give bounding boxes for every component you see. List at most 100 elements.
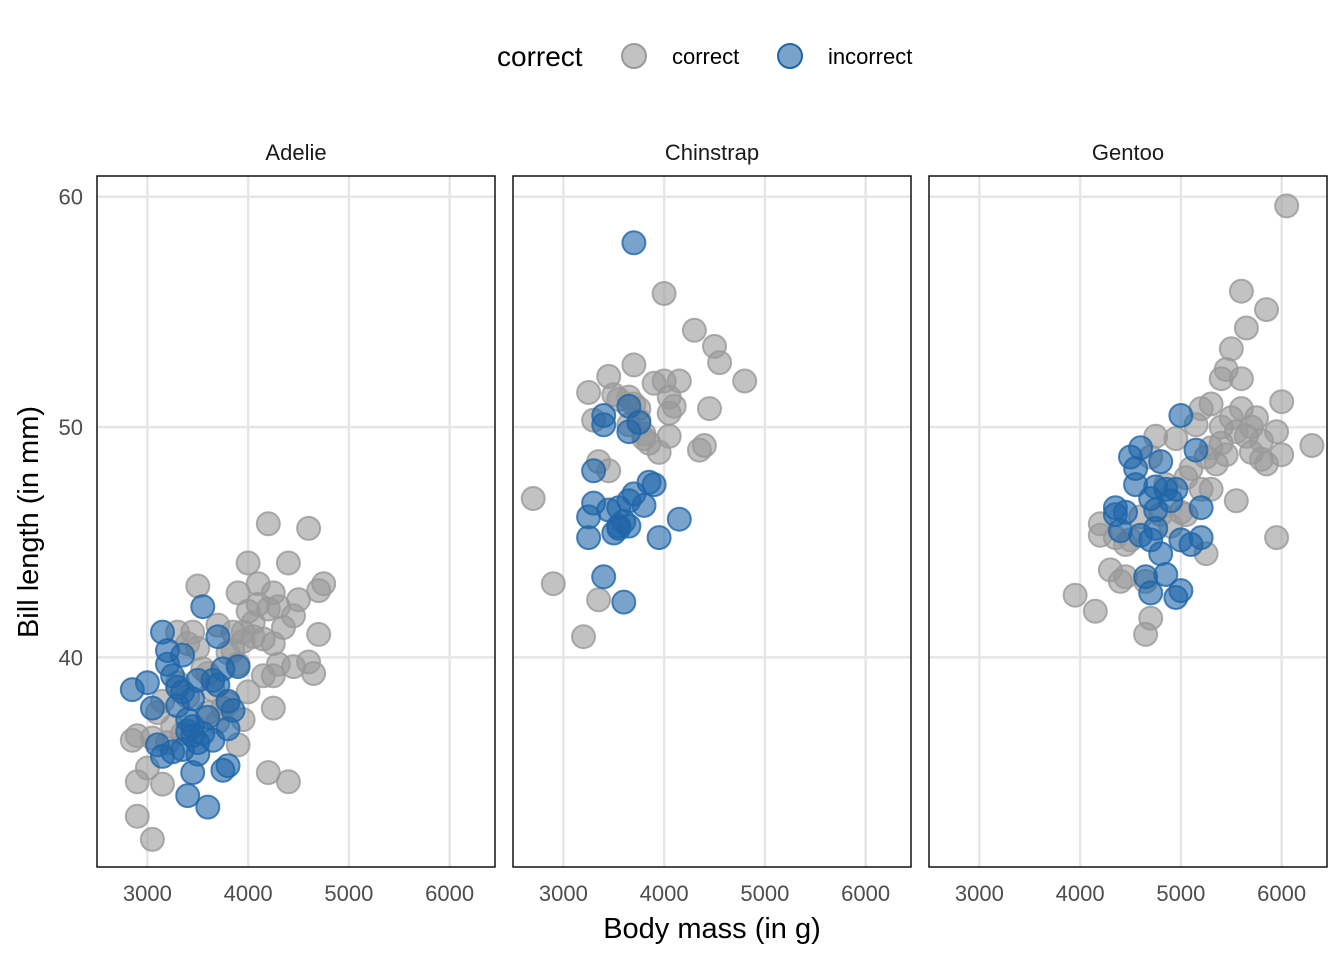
data-point-incorrect xyxy=(1163,476,1189,502)
data-point-incorrect xyxy=(205,624,231,650)
data-point-correct xyxy=(1269,389,1295,415)
data-point-correct xyxy=(139,826,165,852)
data-point-incorrect xyxy=(1168,403,1194,428)
data-point-correct xyxy=(1062,582,1088,608)
data-point-correct xyxy=(1163,426,1189,452)
data-point-incorrect xyxy=(1138,580,1164,606)
data-point-incorrect xyxy=(1113,499,1138,525)
data-point-correct xyxy=(255,760,281,786)
data-point-incorrect xyxy=(170,679,196,705)
data-point-correct xyxy=(260,695,286,721)
legend-key-incorrect xyxy=(777,43,803,69)
facet-panel-adelie: Adelie 3000 4000 5000 6000 40 50 60 xyxy=(59,140,496,906)
data-point-incorrect xyxy=(581,458,607,484)
data-point-correct xyxy=(311,571,337,597)
data-point-correct xyxy=(707,350,733,376)
data-point-incorrect xyxy=(225,654,251,680)
x-tick-label: 4000 xyxy=(224,881,273,906)
data-point-correct xyxy=(306,621,332,647)
panel-border xyxy=(96,175,496,868)
data-point-correct xyxy=(1218,336,1244,362)
y-tick-label: 40 xyxy=(59,645,83,670)
data-point-correct xyxy=(1233,315,1259,341)
data-point-incorrect xyxy=(621,230,647,256)
data-point-correct xyxy=(576,380,602,405)
data-point-incorrect xyxy=(190,594,216,620)
data-point-correct xyxy=(255,596,281,622)
data-point-correct xyxy=(1274,193,1300,219)
data-point-correct xyxy=(732,368,758,394)
data-point-correct xyxy=(1198,391,1224,417)
data-point-incorrect xyxy=(1168,578,1194,604)
legend: correct correct incorrect xyxy=(497,41,912,72)
data-point-correct xyxy=(1082,598,1108,624)
data-point-correct xyxy=(520,486,546,511)
data-point-correct xyxy=(1299,433,1325,458)
data-point-incorrect xyxy=(631,492,657,518)
data-point-correct xyxy=(697,396,722,422)
y-axis-title: Bill length (in mm) xyxy=(13,406,45,638)
data-point-incorrect xyxy=(1153,562,1179,587)
x-tick-label: 5000 xyxy=(1156,881,1205,906)
x-tick-label: 3000 xyxy=(123,881,172,906)
data-point-correct xyxy=(651,368,677,394)
legend-label-incorrect: incorrect xyxy=(828,44,912,69)
x-axis-title: Body mass (in g) xyxy=(603,913,821,945)
data-point-incorrect xyxy=(666,506,692,532)
data-point-correct xyxy=(301,661,327,686)
x-tick-label: 6000 xyxy=(841,881,890,906)
data-point-correct xyxy=(681,317,707,343)
data-point-correct xyxy=(1264,525,1290,551)
data-point-correct xyxy=(296,515,322,541)
data-point-incorrect xyxy=(1148,449,1174,475)
data-point-correct xyxy=(621,352,647,378)
x-tick-label: 6000 xyxy=(425,881,474,906)
data-point-correct xyxy=(275,550,301,576)
data-point-incorrect xyxy=(646,525,672,551)
data-point-correct xyxy=(1228,366,1254,392)
data-point-incorrect xyxy=(195,794,221,820)
x-tick-label: 4000 xyxy=(1056,881,1105,906)
legend-key-correct xyxy=(621,43,647,69)
data-point-correct xyxy=(656,423,682,449)
facet-panel-gentoo: Gentoo 3000 4000 5000 6000 xyxy=(928,140,1328,906)
data-point-correct xyxy=(185,573,211,599)
data-point-incorrect xyxy=(215,753,241,779)
data-point-incorrect xyxy=(1128,435,1154,461)
data-point-correct xyxy=(1269,442,1295,468)
legend-title: correct xyxy=(497,41,583,72)
data-point-correct xyxy=(1223,488,1249,514)
data-point-correct xyxy=(1244,405,1269,431)
x-tick-label: 3000 xyxy=(539,881,588,906)
facet-label-chinstrap: Chinstrap xyxy=(665,140,759,165)
data-point-correct xyxy=(661,393,687,419)
data-point-correct xyxy=(275,769,301,795)
data-point-correct xyxy=(1238,439,1264,465)
data-point-incorrect xyxy=(139,695,165,721)
data-point-incorrect xyxy=(591,564,617,590)
facet-label-gentoo: Gentoo xyxy=(1092,140,1164,165)
data-point-correct xyxy=(571,624,596,650)
data-point-correct xyxy=(150,771,175,797)
data-point-correct xyxy=(1228,278,1254,304)
facet-label-adelie: Adelie xyxy=(265,140,326,165)
y-tick-label: 50 xyxy=(59,415,83,440)
data-point-correct xyxy=(651,281,677,306)
data-point-incorrect xyxy=(1183,437,1209,463)
data-point-incorrect xyxy=(180,714,206,739)
facet-panels: Adelie 3000 4000 5000 6000 40 50 60 Chinstrap 300… xyxy=(59,140,1328,906)
data-point-incorrect xyxy=(591,412,617,438)
data-point-incorrect xyxy=(1188,525,1214,551)
y-tick-label: 60 xyxy=(59,185,83,210)
data-point-correct xyxy=(235,679,261,705)
panel-border xyxy=(928,175,1328,868)
data-point-incorrect xyxy=(616,513,642,539)
data-point-incorrect xyxy=(576,525,602,551)
data-point-incorrect xyxy=(626,410,652,435)
panel-border xyxy=(512,175,912,868)
data-point-correct xyxy=(230,628,256,654)
x-tick-label: 3000 xyxy=(955,881,1004,906)
data-point-correct xyxy=(1208,430,1234,456)
data-point-correct xyxy=(1138,605,1164,631)
